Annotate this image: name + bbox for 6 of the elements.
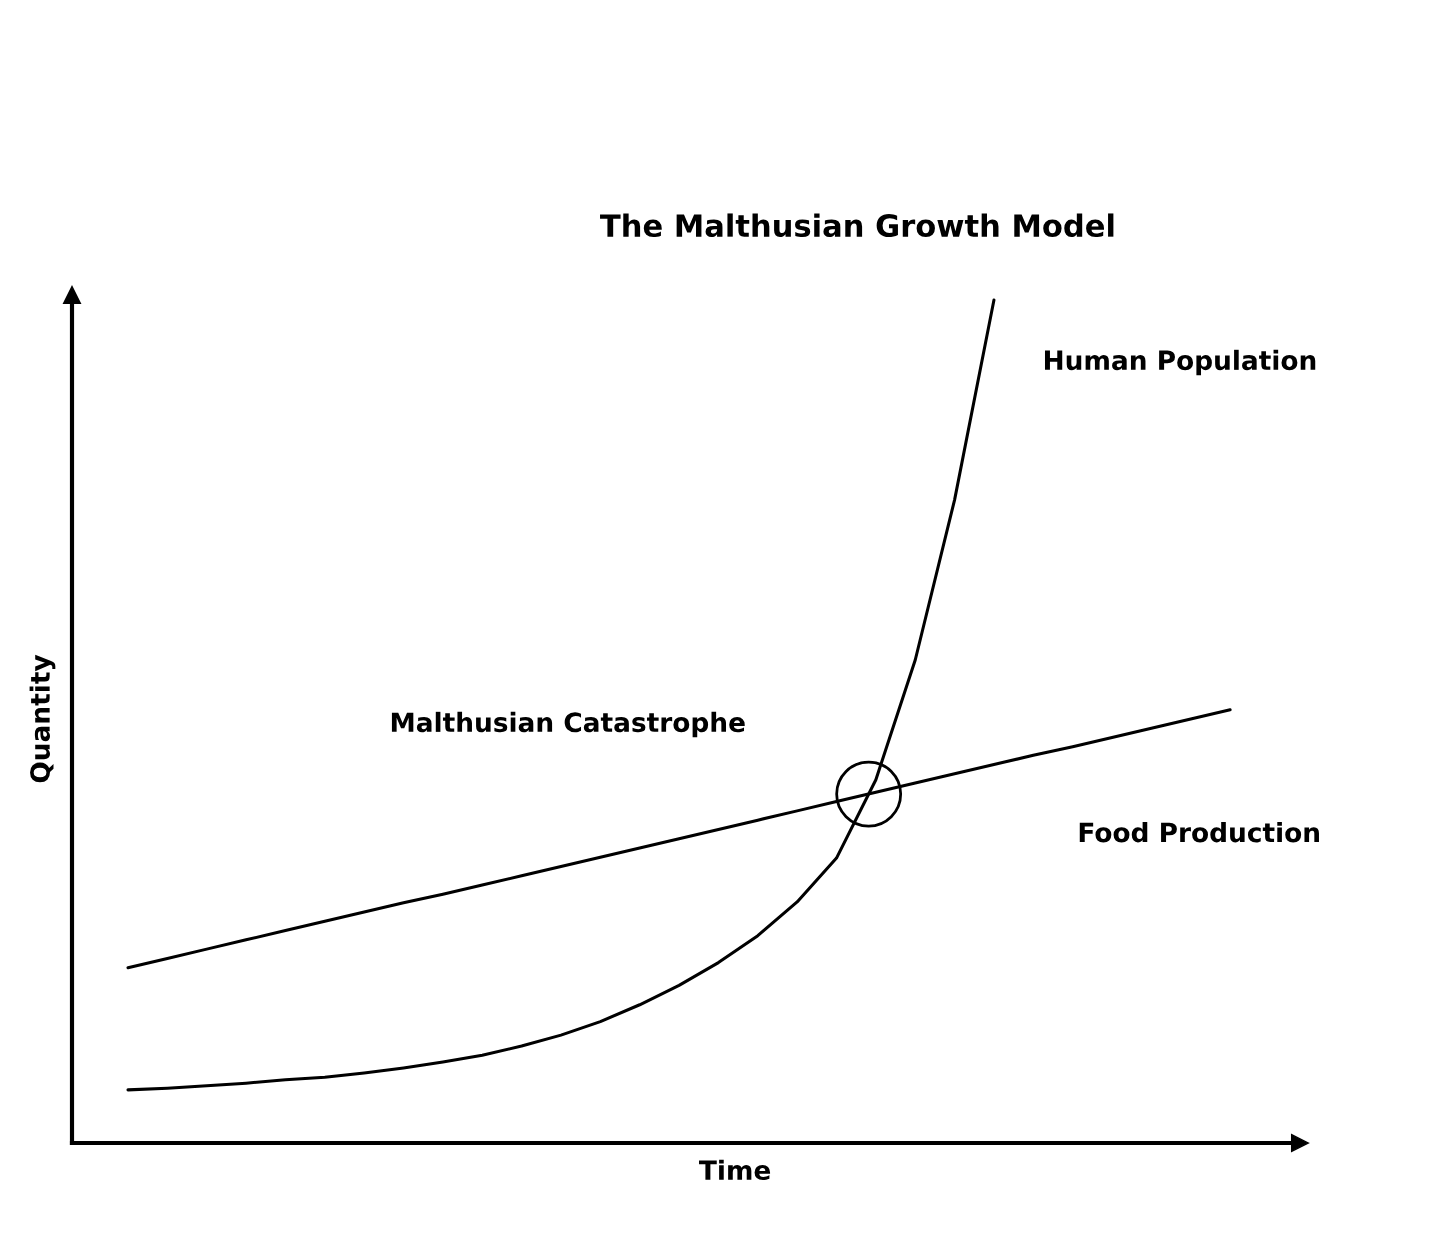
x-axis-title: Time xyxy=(699,1159,771,1181)
chart-title: The Malthusian Growth Model xyxy=(600,213,1114,238)
annotation: Malthusian Catastrophe xyxy=(391,711,745,738)
y-axis-title: Quantity xyxy=(29,654,56,783)
text: Food Production xyxy=(1079,821,1319,843)
text: Human Population xyxy=(1044,349,1316,376)
